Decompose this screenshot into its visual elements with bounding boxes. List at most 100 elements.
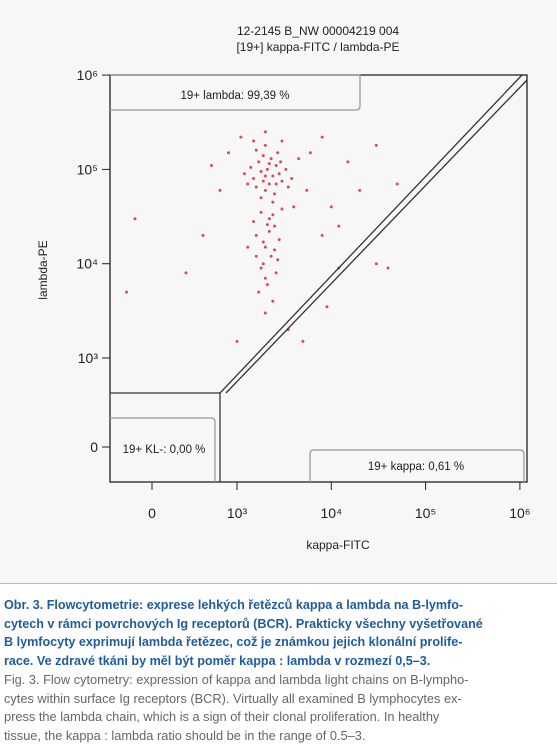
gate-box — [110, 417, 216, 482]
data-point — [271, 174, 275, 178]
caption-line: press the lambda chain, which is a sign … — [4, 709, 440, 725]
data-point — [280, 179, 284, 183]
data-point — [125, 290, 128, 294]
caption-czech: Obr. 3. Flowcytometrie: exprese lehkých … — [4, 596, 483, 670]
data-point — [259, 266, 263, 270]
gate-label: 19+ lambda: 99,39 % — [180, 90, 289, 102]
caption-line: B lymfocyty exprimují lambda řetězec, co… — [4, 635, 463, 650]
data-point — [252, 139, 256, 143]
data-point — [259, 210, 263, 214]
x-tick-label: 0 — [148, 505, 156, 521]
data-point — [133, 217, 137, 221]
data-point — [257, 160, 261, 164]
data-point — [274, 163, 278, 167]
figure-background — [0, 0, 557, 584]
figure: 12-2145 B_NW 00004219 004 [19+] kappa-FI… — [0, 0, 557, 584]
data-point — [184, 271, 188, 275]
data-point — [263, 188, 267, 192]
data-point — [246, 182, 250, 186]
data-point — [261, 262, 265, 266]
x-tick-label: 10⁴ — [321, 505, 343, 521]
data-point — [386, 266, 390, 270]
data-point — [276, 151, 280, 155]
data-point — [227, 151, 230, 155]
data-point — [249, 165, 253, 169]
data-point — [269, 254, 273, 258]
data-point — [273, 192, 277, 196]
data-point — [301, 339, 305, 343]
data-point — [263, 245, 267, 249]
data-point — [320, 233, 324, 237]
data-point — [290, 177, 294, 181]
data-point — [271, 213, 275, 217]
plot — [125, 130, 399, 343]
data-point — [261, 154, 265, 158]
data-point — [261, 179, 265, 183]
y-axis-label: lambda-PE — [36, 240, 50, 299]
caption-line: cytech v rámci povrchových Ig receptorů … — [4, 616, 483, 631]
caption-line: race. Ve zdravé tkáni by měl být poměr k… — [4, 653, 431, 668]
data-point — [259, 196, 263, 200]
gate-line — [219, 74, 523, 394]
data-point — [263, 174, 267, 178]
caption-english: Fig. 3. Flow cytometry: expression of ka… — [4, 671, 468, 745]
data-point — [265, 167, 269, 171]
data-point — [246, 245, 250, 249]
x-tick-label: 10⁶ — [509, 505, 530, 521]
data-point — [257, 290, 261, 294]
gate-box — [110, 74, 361, 111]
data-point — [259, 170, 263, 174]
caption-line: Obr. 3. Flowcytometrie: exprese lehkých … — [4, 598, 464, 612]
data-point — [274, 182, 278, 186]
caption-line: cytes within surface Ig receptors (BCR).… — [4, 690, 462, 706]
data-point — [395, 182, 399, 186]
y-tick-label: 10⁶ — [77, 67, 98, 83]
data-point — [242, 172, 246, 176]
data-point — [254, 148, 258, 152]
data-point — [358, 188, 362, 192]
data-point — [279, 160, 283, 164]
gate-label: 19+ kappa: 0,61 % — [368, 461, 464, 473]
y-tick-label: 10³ — [78, 350, 99, 366]
data-point — [210, 163, 213, 167]
data-point — [297, 157, 301, 161]
data-point — [269, 157, 273, 161]
data-point — [374, 262, 378, 266]
data-point — [267, 229, 271, 233]
data-point — [261, 240, 265, 244]
data-point — [271, 200, 275, 204]
data-point — [235, 339, 239, 343]
x-tick-label: 10³ — [227, 505, 248, 521]
data-point — [271, 299, 275, 303]
data-point — [280, 139, 284, 143]
data-point — [273, 248, 277, 252]
data-point — [280, 207, 284, 211]
data-point — [263, 311, 267, 315]
data-point — [252, 177, 256, 181]
data-point — [277, 172, 281, 176]
gate-label: 19+ KL-: 0,00 % — [123, 444, 206, 456]
data-point — [265, 223, 269, 227]
data-point — [218, 188, 222, 192]
data-point — [308, 151, 312, 155]
data-point — [374, 143, 378, 147]
y-tick-label: 0 — [90, 439, 98, 455]
data-point — [263, 276, 267, 280]
y-tick-label: 10⁵ — [77, 161, 98, 177]
gate-line — [225, 79, 528, 394]
data-point — [252, 220, 256, 224]
y-tick-label: 10⁴ — [76, 256, 98, 272]
gate-box — [309, 449, 525, 482]
data-point — [273, 224, 277, 228]
data-point — [263, 143, 267, 147]
data-point — [254, 185, 258, 189]
data-point — [201, 233, 205, 237]
data-point — [254, 254, 258, 258]
data-point — [263, 130, 267, 134]
x-axis-label: kappa-FITC — [306, 538, 370, 552]
data-point — [320, 135, 324, 139]
gates — [109, 74, 528, 483]
data-point — [276, 258, 280, 262]
data-point — [274, 271, 278, 275]
